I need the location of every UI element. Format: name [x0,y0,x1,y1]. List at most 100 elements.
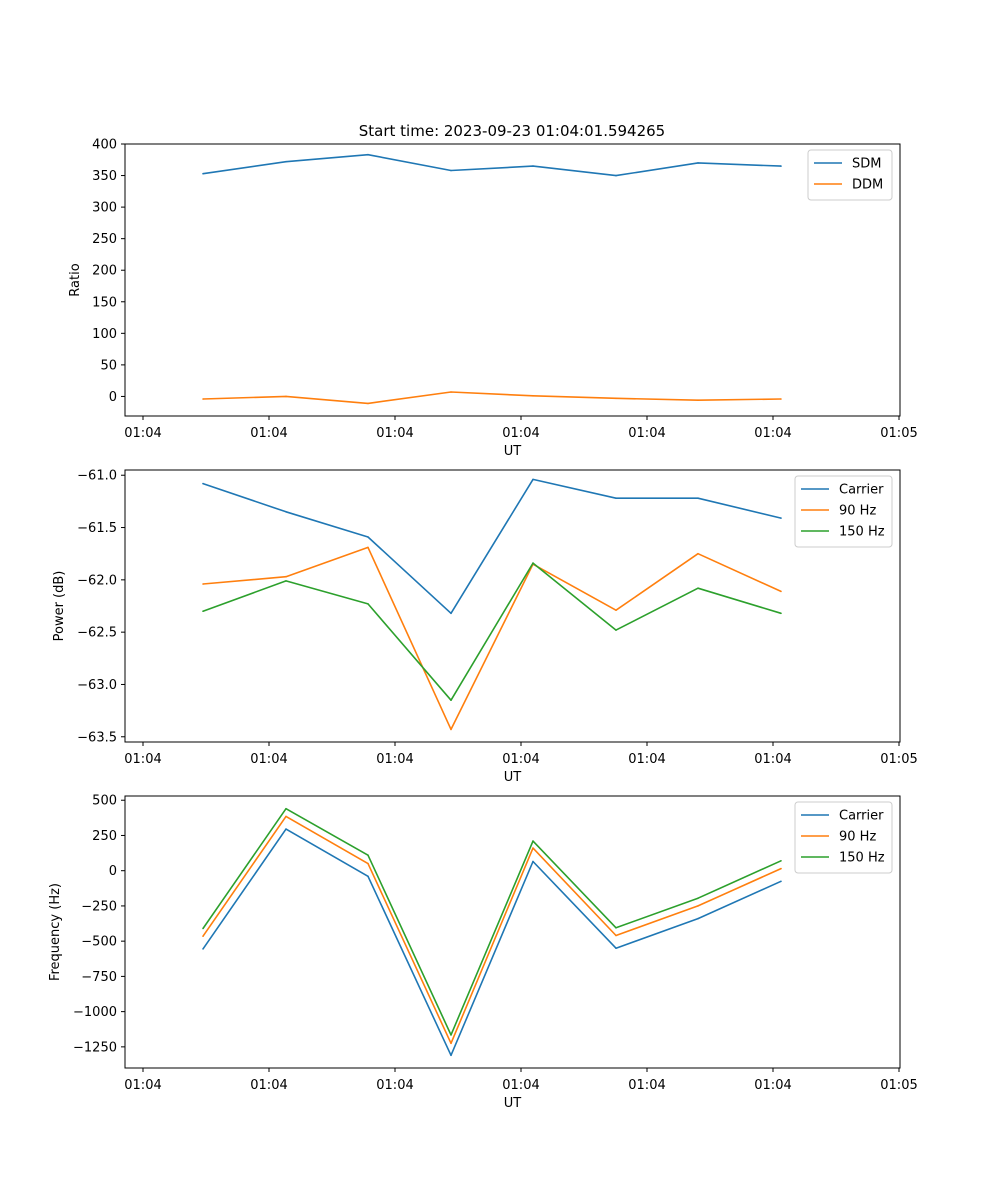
y-tick-label: −1250 [73,1040,117,1055]
y-tick-label: 0 [109,864,117,879]
data-point [615,947,617,949]
data-point [780,880,782,883]
data-point [697,905,699,907]
y-tick-label: −63.0 [77,678,117,693]
y-tick-label: −61.0 [77,469,117,484]
legend-label: Carrier [839,809,884,824]
data-point [615,174,617,177]
data-point [615,927,617,929]
series-line-90-hz [202,815,782,1045]
data-point [532,840,534,842]
x-tick-label: 01:05 [880,426,917,441]
legend-label: 150 Hz [839,525,885,540]
data-point [450,699,452,701]
data-point [285,815,287,818]
data-point [615,497,617,500]
y-tick-label: −62.0 [77,573,117,588]
x-tick-label: 01:04 [628,752,665,767]
x-tick-label: 01:04 [250,1078,287,1093]
data-point [202,927,204,930]
x-tick-label: 01:04 [754,752,791,767]
x-axis-label: UT [504,770,522,785]
data-point [202,172,204,175]
data-point [450,612,452,615]
legend-label: SDM [852,157,881,172]
data-point [780,867,782,870]
data-point [780,398,782,400]
data-point [202,482,204,485]
data-point [285,395,287,398]
y-tick-label: 250 [92,232,117,247]
x-tick-label: 01:04 [754,1078,791,1093]
x-tick-label: 01:04 [502,1078,539,1093]
data-point [367,862,369,865]
legend-label: 150 Hz [839,851,885,866]
x-tick-label: 01:04 [124,426,161,441]
data-point [780,165,782,167]
x-tick-label: 01:04 [628,426,665,441]
data-point [367,875,369,878]
x-tick-label: 01:04 [250,752,287,767]
y-tick-label: −500 [81,935,117,950]
data-point [780,612,782,615]
data-point [780,590,782,593]
y-tick-label: 500 [92,794,117,809]
x-tick-label: 01:05 [880,752,917,767]
legend: Carrier 90 Hz 150 Hz [794,801,893,874]
data-point [615,934,617,937]
data-point [202,610,204,612]
x-tick-label: 01:04 [124,752,161,767]
series-line-150-hz [202,807,782,1036]
x-tick-label: 01:04 [250,426,287,441]
data-point [367,603,369,605]
y-tick-label: 0 [109,390,117,405]
data-point [367,153,369,156]
y-tick-label: −61.5 [77,521,117,536]
data-point [532,478,534,481]
plot-frame [124,795,901,1069]
data-point [780,860,782,862]
data-point [697,897,699,899]
y-axis-label: Ratio [68,263,83,296]
legend-label: Carrier [839,483,884,498]
data-point [202,398,204,400]
data-point [697,552,699,555]
data-point [285,160,287,163]
legend: SDM DDM [807,149,893,201]
x-axis-label: UT [504,444,522,459]
x-tick-label: 01:04 [754,426,791,441]
y-tick-label: −1000 [73,1005,117,1020]
data-point [367,402,369,405]
chart-panel-2: −63.5 −63.0 −62.5 −62.0 −61.5 −61.0 01:04 01:04… [52,469,918,785]
y-axis-label: Frequency (Hz) [48,883,63,981]
data-point [202,583,204,585]
data-point [202,948,204,950]
y-tick-label: −250 [81,899,117,914]
x-tick-label: 01:04 [502,752,539,767]
series-line-150-hz [202,562,782,702]
data-point [285,511,287,513]
y-tick-label: 150 [92,295,117,310]
x-tick-label: 01:04 [376,752,413,767]
data-point [697,399,699,402]
series-line-ddm [202,391,782,405]
x-tick-label: 01:04 [376,426,413,441]
data-point [615,629,617,631]
y-axis-label: Power (dB) [52,571,67,642]
legend-box [794,801,893,874]
y-tick-label: 200 [92,264,117,279]
chart-panel-3: −1250 −1000 −750 −500 −250 0 250 500 01:04 01:04 0… [48,794,918,1111]
y-tick-label: 50 [100,358,117,373]
series-line-90-hz [202,546,782,731]
series-line-sdm [202,153,782,177]
data-point [615,397,617,400]
data-point [450,1042,452,1045]
legend-label: 90 Hz [839,830,876,845]
data-point [615,609,617,611]
data-point [532,165,534,167]
data-point [532,847,534,849]
series-line-carrier [202,828,782,1057]
data-point [697,587,699,589]
data-point [285,580,287,582]
